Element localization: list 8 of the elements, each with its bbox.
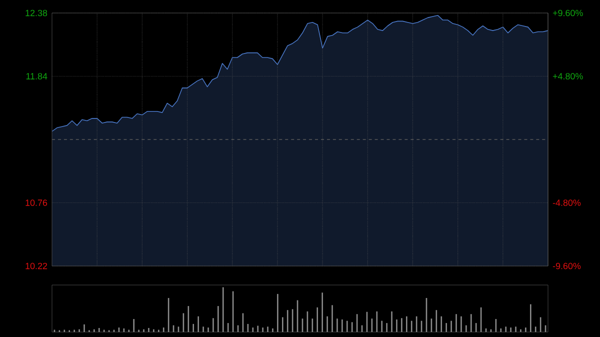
y-tick-label: 10.76: [26, 200, 48, 206]
y-tick-label: 10.22: [26, 262, 48, 270]
y2-tick-label: -4.80%: [552, 200, 581, 206]
y2-tick-label: -9.60%: [552, 262, 581, 270]
y2-tick-label: +9.60%: [552, 10, 583, 16]
y-tick-label: 12.38: [26, 10, 48, 16]
y2-tick-label: +4.80%: [552, 73, 583, 80]
y-tick-label: 11.84: [26, 73, 48, 80]
